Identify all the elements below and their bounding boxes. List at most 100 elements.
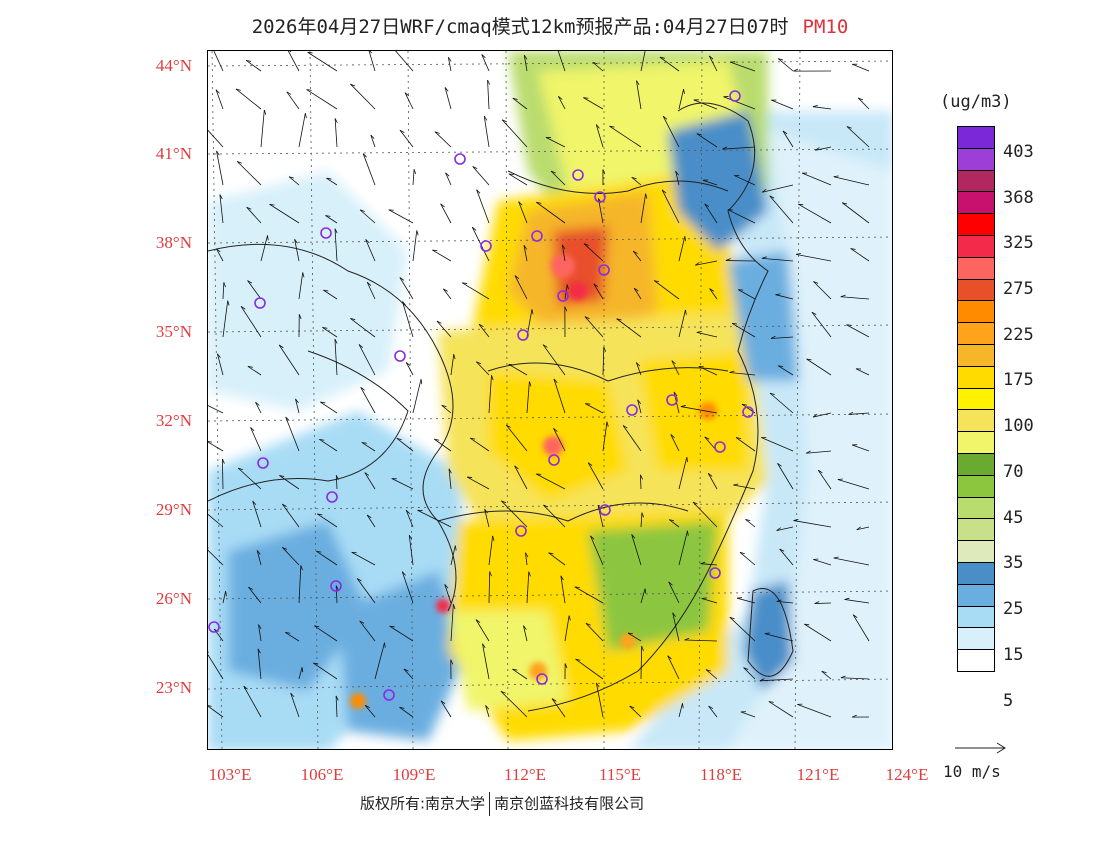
- wind-vector: [298, 565, 302, 604]
- wind-vector: [252, 500, 262, 528]
- wind-vector-head: [704, 203, 710, 207]
- wind-vector: [662, 115, 680, 148]
- color-bar-segment: [957, 343, 995, 367]
- wind-vector: [739, 551, 756, 566]
- wind-vector: [208, 654, 224, 680]
- wind-vector: [500, 691, 528, 718]
- wind-vector-head: [462, 282, 468, 284]
- wind-vector-head: [267, 235, 269, 241]
- wind-vector-head: [564, 663, 568, 669]
- wind-vector-head: [508, 173, 514, 176]
- wind-vector-head: [416, 230, 419, 236]
- wind-vector-head: [444, 584, 449, 589]
- wind-vector: [700, 563, 718, 566]
- wind-vector-head: [523, 245, 528, 250]
- color-bar-segment: [957, 409, 995, 433]
- wind-vector: [243, 685, 262, 718]
- wind-vector-head: [413, 169, 417, 175]
- color-bar-segment: [957, 278, 995, 302]
- wind-vector-head: [687, 530, 689, 536]
- lon-label-124: 124°E: [885, 765, 929, 784]
- wind-vector-head: [208, 705, 212, 707]
- wind-vector: [583, 97, 604, 110]
- wind-vector: [678, 530, 688, 566]
- legend-unit: (ug/m3): [940, 92, 1012, 112]
- wind-vector: [514, 465, 528, 490]
- station-marker: [742, 406, 754, 418]
- wind-vector: [701, 598, 718, 604]
- wind-vector: [727, 209, 756, 224]
- color-bar-segment: [957, 474, 995, 498]
- wind-vector-head: [369, 51, 373, 54]
- wind-vector-head: [478, 323, 484, 328]
- wind-vector: [636, 80, 642, 110]
- wind-vector: [208, 129, 224, 148]
- legend-label-325: 325: [1003, 233, 1034, 253]
- wind-vector-head: [669, 519, 675, 522]
- wind-vector-head: [622, 425, 628, 429]
- station-marker: [330, 580, 342, 592]
- color-bar-segment: [957, 387, 995, 411]
- wind-vector-head: [481, 54, 486, 59]
- wind-vector: [769, 195, 794, 224]
- wind-vector-head: [550, 170, 556, 174]
- wind-vector-head: [285, 632, 291, 634]
- wind-vector: [798, 203, 832, 224]
- wind-vector-head: [793, 68, 799, 72]
- lat-label-23: 23°N: [155, 678, 192, 697]
- wind-vector: [256, 550, 262, 566]
- wind-vector: [487, 80, 490, 110]
- wind-vector: [553, 378, 566, 414]
- wind-vector: [737, 597, 756, 604]
- wind-vector-head: [743, 667, 749, 670]
- wind-vector: [837, 479, 870, 490]
- color-bar-segment: [957, 605, 995, 629]
- wind-vector-head: [335, 695, 339, 701]
- wind-vector: [817, 469, 832, 490]
- wind-vector: [762, 184, 794, 193]
- wind-vector: [208, 441, 224, 452]
- wind-vector-head: [356, 578, 362, 582]
- wind-vector-head: [361, 442, 367, 444]
- wind-vector: [548, 552, 566, 566]
- wind-vector-head: [487, 79, 491, 85]
- color-bar-segment: [957, 583, 995, 607]
- wind-vector: [208, 705, 224, 718]
- wind-vector: [317, 513, 338, 528]
- wind-vector-head: [440, 700, 446, 705]
- wind-vector-head: [323, 289, 329, 292]
- wind-vector-head: [833, 175, 839, 178]
- wind-vector: [405, 362, 414, 376]
- wind-vector-head: [542, 344, 548, 348]
- wind-vector: [476, 189, 490, 224]
- wind-vector-head: [472, 166, 478, 169]
- wind-vector-head: [301, 667, 304, 673]
- wind-vector: [855, 368, 870, 376]
- wind-vector: [545, 137, 566, 148]
- wind-vector-head: [523, 54, 528, 60]
- wind-vector: [307, 51, 338, 72]
- station-marker: [548, 454, 560, 466]
- wind-vector-head: [370, 134, 375, 140]
- copyright-separator: [489, 792, 491, 816]
- wind-vector-head: [256, 550, 261, 555]
- wind-vector: [434, 131, 452, 148]
- wind-vector: [637, 399, 642, 414]
- wind-vector-head: [492, 535, 495, 541]
- wind-vector: [444, 584, 452, 604]
- legend-label-403: 403: [1003, 142, 1034, 162]
- wind-vector-head: [334, 338, 338, 344]
- wind-vector-head: [560, 575, 564, 581]
- wind-vector-head: [514, 275, 520, 280]
- wind-vector: [488, 375, 492, 414]
- wind-vector: [512, 668, 528, 680]
- wind-vector-head: [684, 236, 687, 242]
- wind-vector: [730, 61, 756, 72]
- color-bar-segment: [957, 365, 995, 389]
- wind-vector: [313, 662, 338, 680]
- wind-vector-head: [248, 586, 254, 590]
- lon-label-103: 103°E: [208, 765, 252, 784]
- wind-vector-head: [850, 248, 856, 250]
- wind-vector-head: [472, 226, 477, 231]
- wind-vector: [640, 474, 642, 490]
